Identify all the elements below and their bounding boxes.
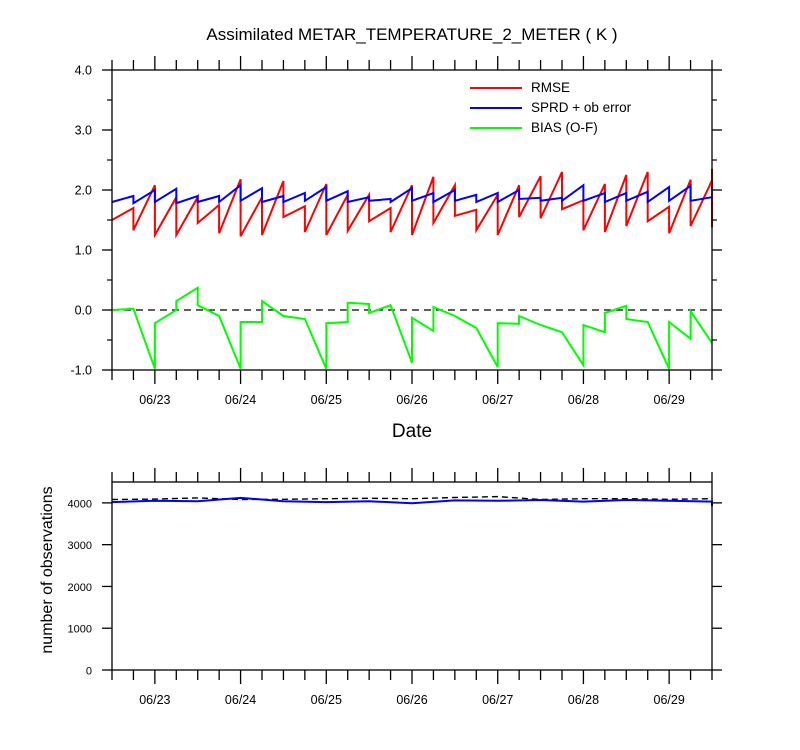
legend: RMSE SPRD + ob error BIAS (O-F) (470, 80, 632, 135)
legend-label: BIAS (O-F) (531, 120, 598, 135)
y-tick-label: 4000 (68, 498, 92, 510)
y-tick-label: 3000 (68, 540, 92, 552)
x-tick-label: 06/26 (396, 693, 427, 707)
legend-label: SPRD + ob error (531, 100, 632, 115)
series-line-rmse (111, 169, 713, 239)
x-tick-label: 06/25 (311, 693, 342, 707)
x-tick-label: 06/29 (654, 693, 685, 707)
series-line-sprd-ob-error (111, 183, 713, 205)
plot-frame (111, 481, 713, 671)
series-line-possible (111, 495, 713, 501)
x-tick-label: 06/25 (311, 393, 342, 407)
y-tick-label: 1.0 (75, 244, 92, 258)
chart-title: Assimilated METAR_TEMPERATURE_2_METER ( … (206, 25, 617, 44)
y-axis-label: number of observations (39, 486, 56, 653)
y-tick-label: 2.0 (75, 184, 92, 198)
x-tick-label: 06/27 (482, 393, 513, 407)
y-tick-label: -1.0 (70, 364, 92, 378)
x-tick-label: 06/23 (139, 693, 170, 707)
x-tick-label: 06/24 (225, 693, 256, 707)
x-tick-label: 06/28 (568, 693, 599, 707)
x-tick-label: 06/29 (654, 393, 685, 407)
x-tick-label: 06/24 (225, 393, 256, 407)
y-tick-label: 3.0 (75, 124, 92, 138)
bottom-panel: number of observations 06/23 06/24 06/25 06/… (39, 468, 722, 707)
x-tick-label: 06/26 (396, 393, 427, 407)
y-tick-label: 1000 (68, 624, 92, 636)
y-tick-label: 0.0 (75, 304, 92, 318)
top-panel: Assimilated METAR_TEMPERATURE_2_METER ( … (70, 25, 722, 442)
x-tick-label: 06/28 (568, 393, 599, 407)
y-tick-label: 2000 (68, 582, 92, 594)
y-tick-label: 4.0 (75, 64, 92, 78)
x-tick-label: 06/27 (482, 693, 513, 707)
x-tick-label: 06/23 (139, 393, 170, 407)
series-line-bias-o-f (111, 286, 713, 370)
legend-label: RMSE (531, 80, 570, 95)
y-tick-label: 0 (86, 666, 92, 678)
x-axis-label: Date (392, 421, 432, 442)
